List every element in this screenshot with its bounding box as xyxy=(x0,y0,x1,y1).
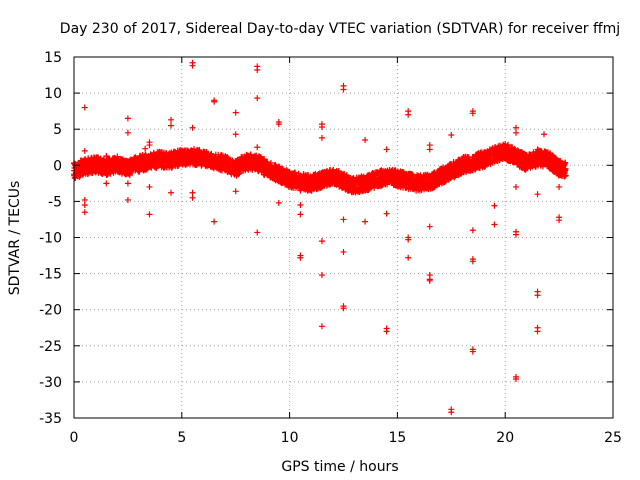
axis-ticks: 0 5 10 15 20 25 -35 -30 -25 -20 -15 -10 -5 0 5 10 15 xyxy=(39,50,622,446)
outlier-point xyxy=(405,111,412,118)
y-tick-label: 5 xyxy=(53,122,62,138)
outlier-point xyxy=(81,147,88,154)
outlier-point xyxy=(124,115,131,122)
outlier-point xyxy=(534,191,541,198)
data-points xyxy=(71,59,569,416)
outlier-point xyxy=(340,86,347,93)
y-tick-label: -35 xyxy=(39,411,62,427)
x-tick-label: 20 xyxy=(496,430,514,446)
x-tick-label: 0 xyxy=(70,430,79,446)
outlier-point xyxy=(146,142,153,149)
grid xyxy=(74,57,613,418)
outlier-point xyxy=(254,95,261,102)
outlier-point xyxy=(81,202,88,209)
outlier-point xyxy=(318,323,325,330)
y-axis-title: SDTVAR / TECUs xyxy=(7,181,23,296)
outlier-point xyxy=(340,248,347,255)
outlier-point xyxy=(448,131,455,138)
outlier-point xyxy=(211,98,218,105)
y-tick-label: 15 xyxy=(44,50,62,66)
outlier-point xyxy=(297,211,304,218)
outlier-point xyxy=(124,196,131,203)
outlier-point xyxy=(383,146,390,153)
outlier-point xyxy=(142,145,149,152)
outlier-point xyxy=(512,183,519,190)
y-tick-label: -20 xyxy=(39,303,62,319)
outlier-point xyxy=(362,218,369,225)
y-tick-label: 10 xyxy=(44,86,62,102)
outlier-point xyxy=(362,137,369,144)
outlier-point xyxy=(103,180,110,187)
outlier-point xyxy=(254,144,261,151)
outlier-point xyxy=(168,116,175,123)
outlier-point xyxy=(426,223,433,230)
x-axis-title: GPS time / hours xyxy=(281,459,398,475)
x-tick-label: 10 xyxy=(281,430,299,446)
outlier-point xyxy=(189,62,196,69)
outlier-point xyxy=(168,189,175,196)
outlier-point xyxy=(254,66,261,73)
outlier-point xyxy=(512,129,519,136)
y-tick-label: -15 xyxy=(39,267,62,283)
x-tick-label: 25 xyxy=(604,430,622,446)
outlier-point xyxy=(426,146,433,153)
outlier-point xyxy=(146,211,153,218)
x-tick-label: 15 xyxy=(388,430,406,446)
x-tick-label: 5 xyxy=(177,430,186,446)
y-tick-label: -25 xyxy=(39,339,62,355)
y-tick-label: 0 xyxy=(53,158,62,174)
outlier-point xyxy=(534,328,541,335)
outlier-point xyxy=(534,292,541,299)
outlier-point xyxy=(211,218,218,225)
y-tick-label: -10 xyxy=(39,231,62,247)
outlier-point xyxy=(383,328,390,335)
outlier-point xyxy=(124,129,131,136)
outlier-point xyxy=(189,124,196,131)
outlier-point xyxy=(189,194,196,201)
outlier-point xyxy=(81,209,88,216)
outlier-point xyxy=(275,199,282,206)
outlier-point xyxy=(318,124,325,131)
band-point xyxy=(191,146,198,153)
outlier-point xyxy=(168,122,175,129)
outlier-point xyxy=(556,183,563,190)
outlier-point xyxy=(405,254,412,261)
outlier-point xyxy=(541,131,548,138)
outlier-point xyxy=(383,210,390,217)
band-point xyxy=(114,153,121,160)
outlier-point xyxy=(512,231,519,238)
outlier-point xyxy=(81,104,88,111)
outlier-point xyxy=(146,183,153,190)
outlier-point xyxy=(124,180,131,187)
outlier-point xyxy=(426,277,433,284)
outlier-point xyxy=(469,227,476,234)
y-tick-label: -30 xyxy=(39,375,62,391)
outlier-point xyxy=(232,109,239,116)
outlier-point xyxy=(232,131,239,138)
outlier-point xyxy=(318,272,325,279)
outlier-point xyxy=(491,202,498,209)
outlier-point xyxy=(297,202,304,209)
outlier-point xyxy=(232,188,239,195)
outlier-point xyxy=(318,134,325,141)
chart-title: Day 230 of 2017, Sidereal Day-to-day VTE… xyxy=(60,21,620,37)
y-tick-label: -5 xyxy=(48,194,62,210)
outlier-point xyxy=(254,229,261,236)
outlier-point xyxy=(491,221,498,228)
outlier-point xyxy=(318,238,325,245)
outlier-point xyxy=(340,216,347,223)
outlier-point xyxy=(448,409,455,416)
outlier-point xyxy=(556,217,563,224)
